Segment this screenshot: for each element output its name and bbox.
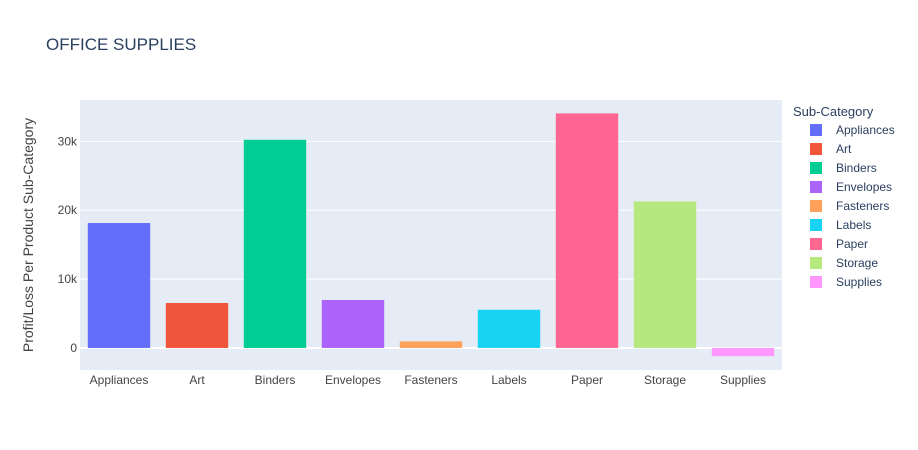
bar-binders[interactable]: [243, 139, 307, 348]
legend-label: Fasteners: [836, 199, 889, 213]
y-tick-label: 30k: [58, 134, 78, 148]
bar-envelopes[interactable]: [321, 299, 385, 348]
legend[interactable]: Sub-Category Appliances Art Binders Envelop…: [793, 104, 895, 289]
bar-paper[interactable]: [555, 113, 619, 348]
chart-title: OFFICE SUPPLIES: [46, 35, 197, 54]
legend-swatch: [810, 124, 822, 136]
legend-title: Sub-Category: [793, 104, 874, 119]
legend-item-envelopes[interactable]: Envelopes: [810, 180, 892, 194]
x-tick-label: Binders: [255, 373, 296, 387]
x-tick-label: Labels: [491, 373, 526, 387]
legend-item-binders[interactable]: Binders: [810, 161, 877, 175]
legend-swatch: [810, 219, 822, 231]
legend-swatch: [810, 181, 822, 193]
legend-item-art[interactable]: Art: [810, 142, 852, 156]
legend-label: Supplies: [836, 275, 882, 289]
x-tick-label: Storage: [644, 373, 686, 387]
legend-item-paper[interactable]: Paper: [810, 237, 868, 251]
legend-label: Labels: [836, 218, 871, 232]
legend-swatch: [810, 276, 822, 288]
x-tick-label: Envelopes: [325, 373, 381, 387]
legend-label: Binders: [836, 161, 877, 175]
x-axis-ticks: Appliances Art Binders Envelopes Fasteners La…: [90, 373, 766, 387]
legend-swatch: [810, 238, 822, 250]
legend-item-labels[interactable]: Labels: [810, 218, 871, 232]
legend-label: Art: [836, 142, 852, 156]
y-axis-title: Profit/Loss Per Product Sub-Category: [20, 118, 36, 352]
legend-label: Paper: [836, 237, 868, 251]
legend-swatch: [810, 257, 822, 269]
bar-art[interactable]: [165, 302, 229, 348]
bar-supplies[interactable]: [711, 347, 775, 357]
legend-swatch: [810, 143, 822, 155]
bar-storage[interactable]: [633, 201, 697, 348]
legend-item-storage[interactable]: Storage: [810, 256, 878, 270]
legend-item-supplies[interactable]: Supplies: [810, 275, 882, 289]
legend-item-fasteners[interactable]: Fasteners: [810, 199, 889, 213]
x-tick-label: Paper: [571, 373, 603, 387]
bar-labels[interactable]: [477, 309, 541, 348]
y-tick-label: 10k: [58, 272, 78, 286]
x-tick-label: Fasteners: [404, 373, 457, 387]
bar-fasteners[interactable]: [399, 341, 463, 348]
legend-label: Envelopes: [836, 180, 892, 194]
legend-item-appliances[interactable]: Appliances: [810, 123, 895, 137]
legend-label: Appliances: [836, 123, 895, 137]
legend-swatch: [810, 162, 822, 174]
bars: [87, 113, 775, 357]
x-tick-label: Art: [189, 373, 205, 387]
x-tick-label: Appliances: [90, 373, 149, 387]
y-axis-ticks: 0 10k 20k 30k: [58, 134, 78, 355]
bar-appliances[interactable]: [87, 223, 151, 348]
legend-swatch: [810, 200, 822, 212]
y-tick-label: 0: [70, 341, 77, 355]
legend-label: Storage: [836, 256, 878, 270]
x-tick-label: Supplies: [720, 373, 766, 387]
y-tick-label: 20k: [58, 203, 78, 217]
